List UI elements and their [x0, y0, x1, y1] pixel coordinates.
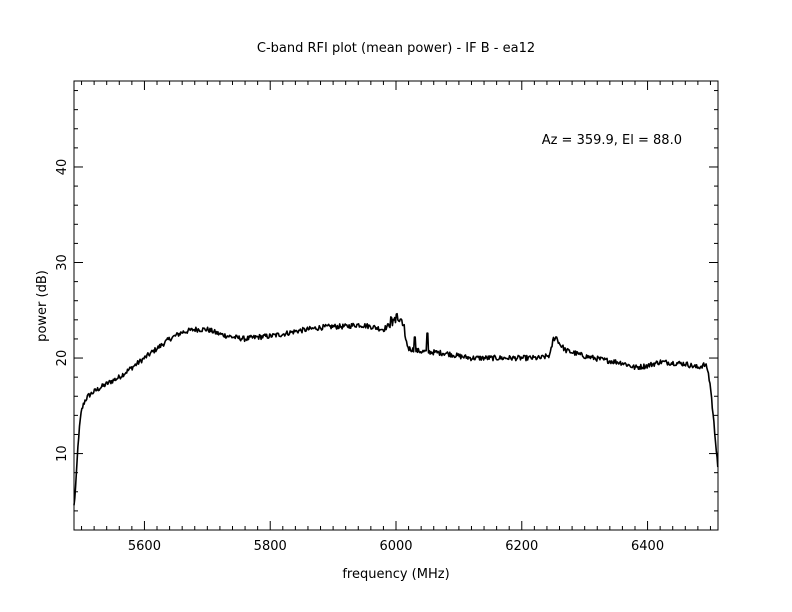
x-tick-label: 6000 [379, 539, 412, 554]
y-tick-label: 30 [55, 254, 70, 271]
x-tick-label: 5600 [128, 539, 161, 554]
x-tick-label: 6400 [631, 539, 664, 554]
y-axis-label: power (dB) [35, 270, 50, 342]
chart-title: C-band RFI plot (mean power) - IF B - ea… [257, 41, 535, 56]
y-tick-label: 20 [55, 350, 70, 367]
x-axis-label: frequency (MHz) [342, 567, 449, 582]
x-tick-labels: 5600 5800 6000 6200 6400 [128, 539, 664, 554]
y-tick-label: 40 [55, 159, 70, 176]
plot-frame [73, 80, 719, 531]
az-el-annotation: Az = 359.9, El = 88.0 [542, 133, 682, 148]
y-tick-label: 10 [55, 445, 70, 462]
axis-ticks [74, 81, 718, 531]
x-tick-label: 6200 [505, 539, 538, 554]
x-tick-label: 5800 [254, 539, 287, 554]
y-tick-labels: 10 20 30 40 [55, 159, 70, 462]
power-series-line [73, 312, 719, 506]
